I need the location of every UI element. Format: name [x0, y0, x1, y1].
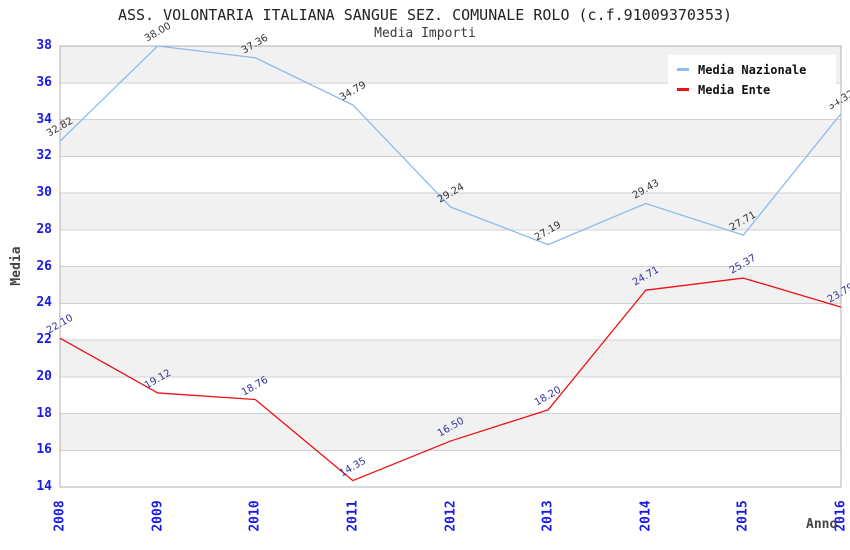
x-tick-label: 2015 — [735, 500, 751, 532]
x-tick-label: 2012 — [443, 500, 458, 532]
y-tick-label: 34 — [36, 111, 52, 127]
legend-item: Media Nazionale — [677, 62, 827, 77]
x-tick-label: 2013 — [540, 500, 556, 532]
legend-item-label: Media Ente — [698, 82, 771, 97]
x-tick-label: 2009 — [150, 500, 166, 532]
y-tick-label: 32 — [36, 148, 52, 164]
x-tick-label: 2008 — [52, 500, 68, 532]
plot-band — [60, 193, 841, 230]
y-tick-label: 36 — [36, 74, 52, 90]
plot-band — [60, 156, 841, 193]
y-tick-label: 20 — [36, 368, 52, 384]
y-tick-label: 16 — [36, 442, 52, 458]
y-tick-label: 24 — [36, 295, 52, 311]
plot-frame — [59, 45, 842, 488]
legend-marker-icon — [677, 68, 689, 71]
plot-band — [60, 340, 841, 377]
x-tick-label: 2014 — [638, 500, 654, 532]
series-line-media-nazionale — [59, 45, 842, 246]
chart-title: ASS. VOLONTARIA ITALIANA SANGUE SEZ. COM… — [117, 6, 733, 24]
plot-band — [60, 229, 841, 267]
plot-band — [60, 376, 841, 414]
y-tick-label: 18 — [36, 405, 52, 421]
y-tick-label: 14 — [36, 479, 52, 494]
legend-item-label: Media Nazionale — [698, 62, 807, 77]
y-tick-label: 38 — [36, 38, 52, 53]
x-tick-label: 2010 — [247, 500, 263, 532]
plot-band — [60, 450, 841, 487]
y-tick-label: 30 — [36, 185, 52, 200]
series-line-media-ente — [59, 277, 842, 482]
x-tick-label: 2011 — [345, 500, 361, 532]
y-tick-label: 28 — [36, 221, 52, 237]
y-tick-label: 26 — [36, 258, 52, 274]
y-tick-label: 22 — [36, 332, 52, 347]
x-axis-title: Anno — [806, 517, 838, 532]
plot-band — [60, 303, 841, 340]
legend: Media Nazionale Media Ente — [668, 55, 836, 104]
y-axis-title: Media — [9, 246, 24, 286]
legend-item: Media Ente — [677, 82, 827, 97]
legend-marker-icon — [677, 88, 689, 91]
plot-band — [60, 266, 841, 304]
plot-band — [60, 119, 841, 157]
plot-band — [60, 413, 841, 451]
chart-subtitle: Media Importi — [374, 26, 476, 41]
